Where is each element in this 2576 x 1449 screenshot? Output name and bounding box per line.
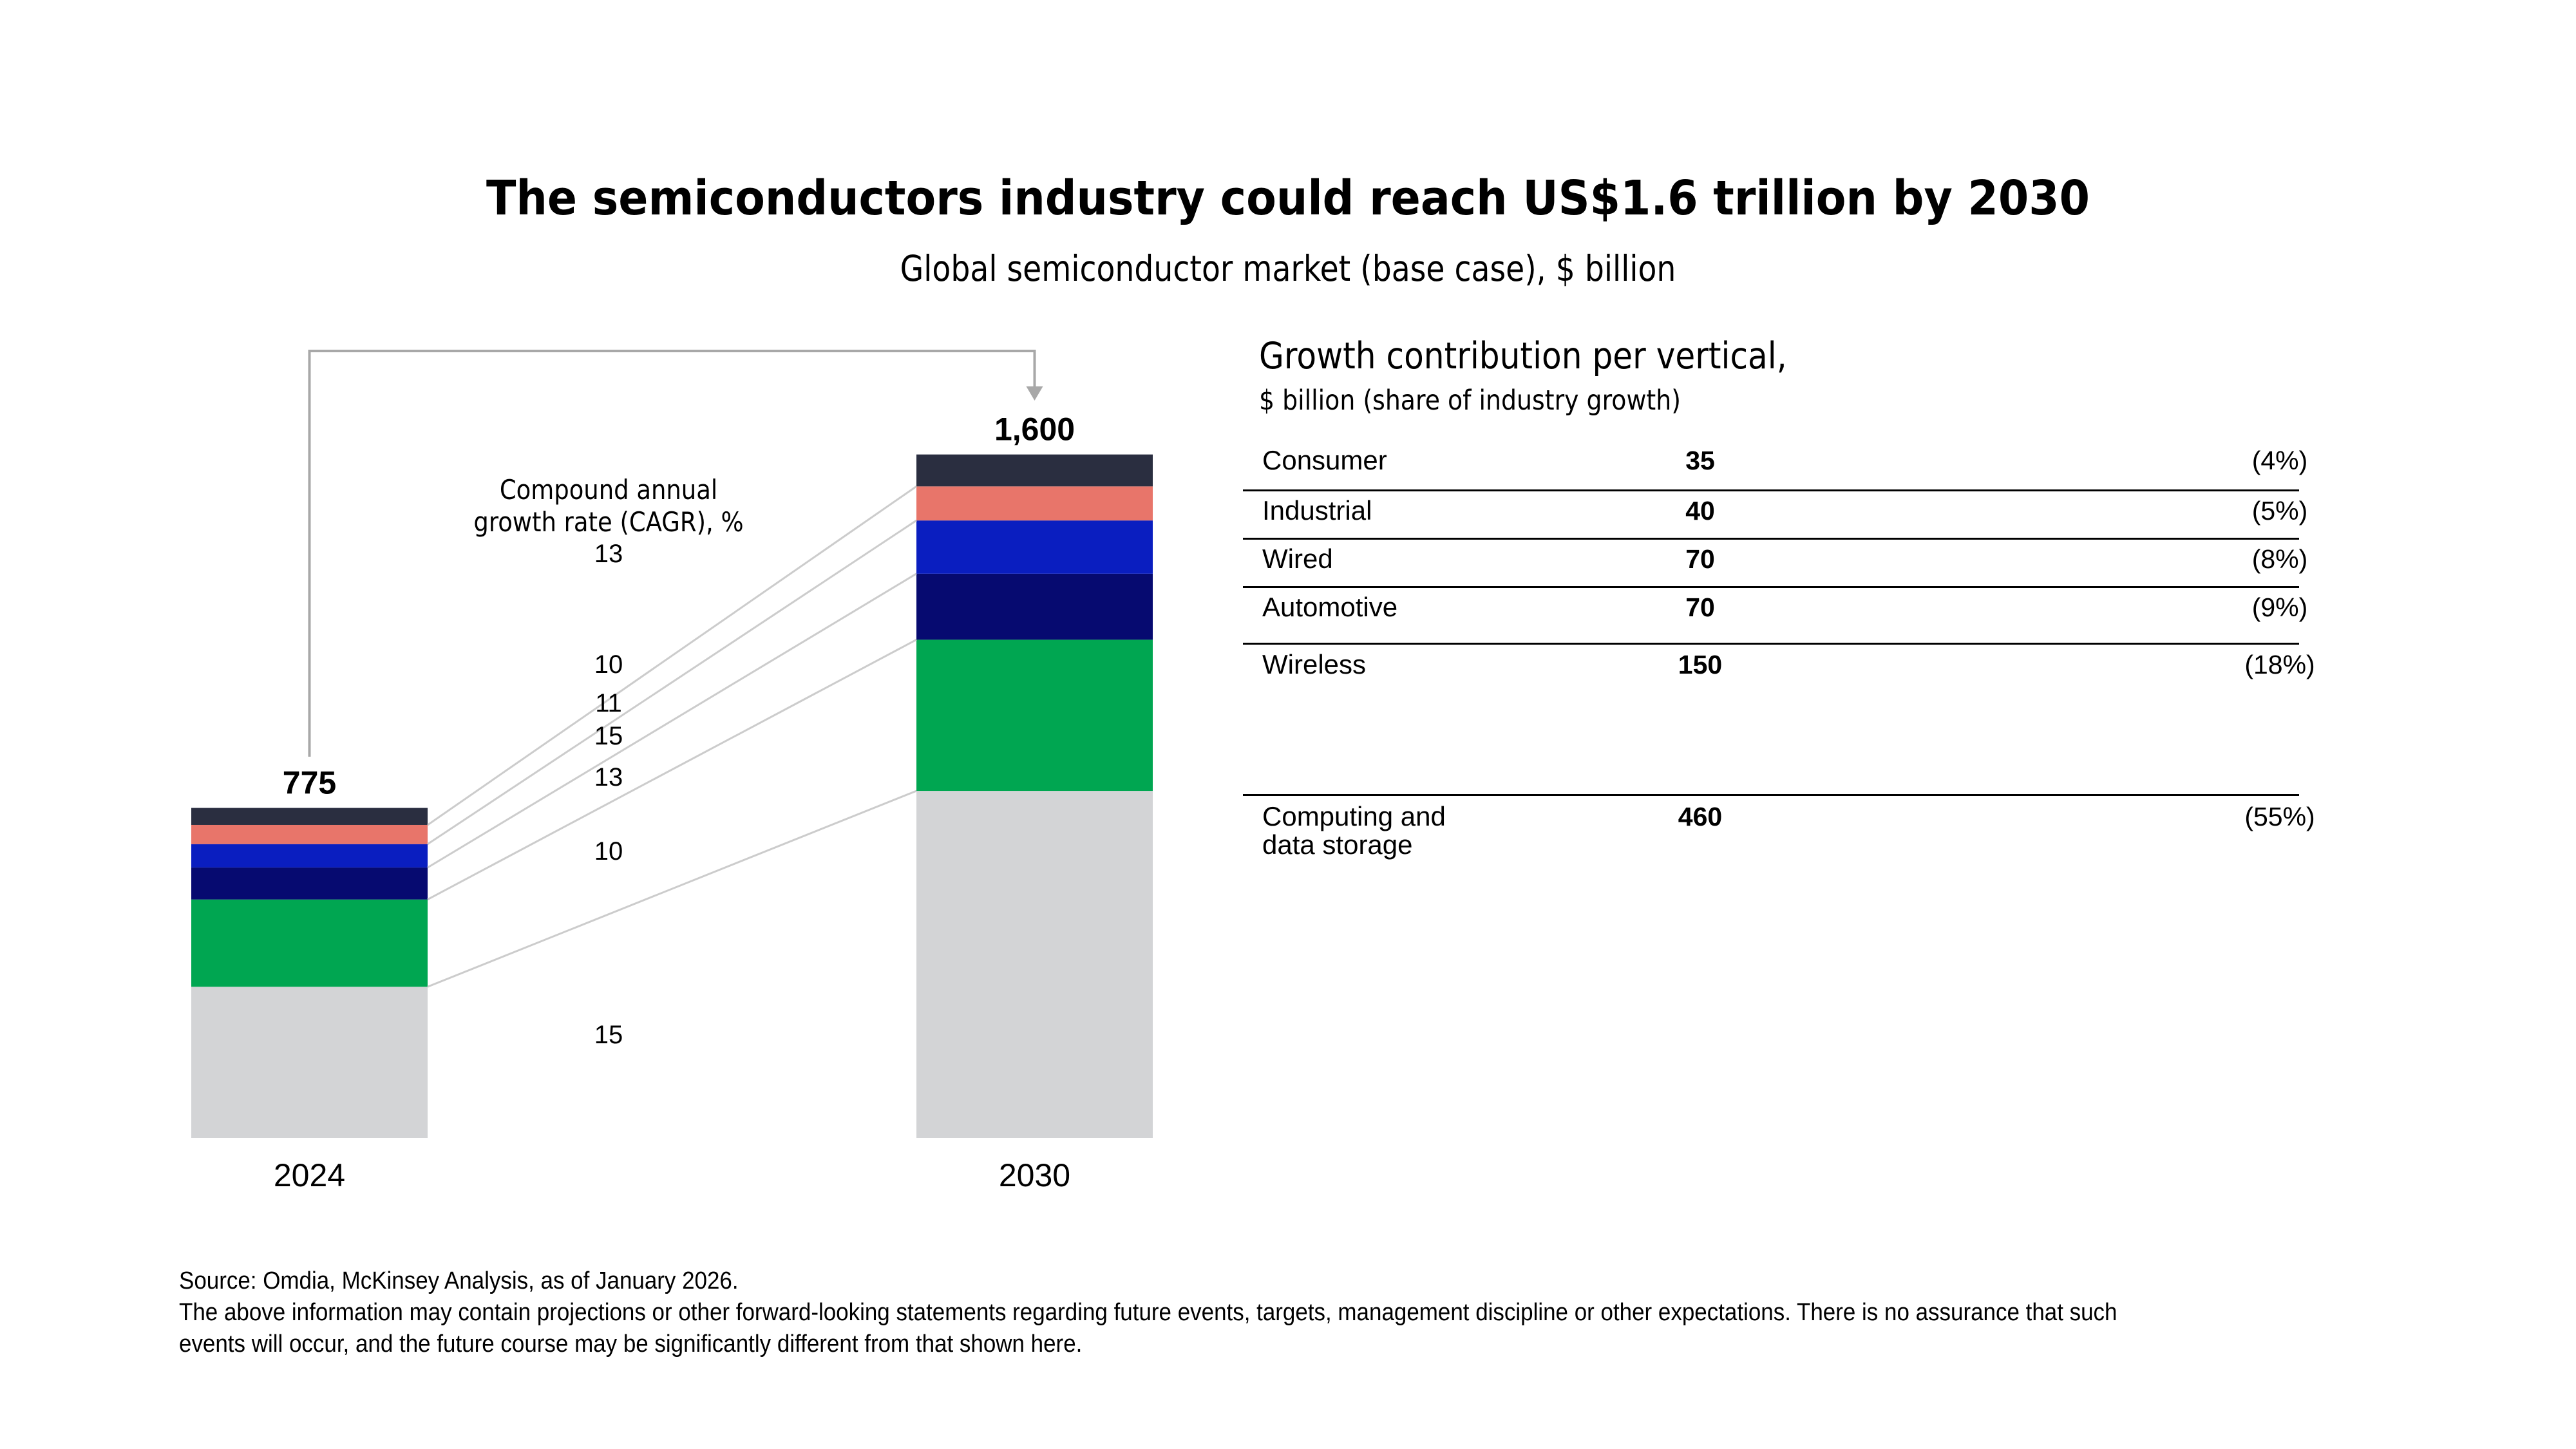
row-value-automotive: 70 — [1685, 592, 1715, 622]
table-row: Industrial 40 (5%) — [1243, 495, 2307, 535]
growth-bracket-line — [308, 350, 1036, 757]
bar-segment-industrial-2024 — [191, 824, 428, 844]
table-divider — [1243, 794, 2299, 796]
connector-line-wired — [427, 519, 917, 845]
row-name-automotive: Automotive — [1262, 592, 1398, 622]
bar-segment-computing-2024 — [191, 987, 428, 1138]
row-value-industrial: 40 — [1685, 496, 1715, 526]
row-value-consumer: 35 — [1685, 446, 1715, 475]
row-share-industrial: (5%) — [2251, 496, 2308, 526]
table-row: Computing and data storage 460 (55%) — [1243, 801, 2315, 867]
footnote: Source: Omdia, McKinsey Analysis, as of … — [179, 1265, 2407, 1360]
chart-title: The semiconductors industry could reach … — [486, 171, 2090, 226]
table-divider — [1243, 538, 2299, 540]
bar-segment-computing-2030 — [916, 791, 1153, 1138]
arrow-head-icon — [1026, 386, 1043, 401]
cagr-value: 13 — [594, 540, 623, 568]
table-row: Wired 70 (8%) — [1243, 544, 2307, 583]
row-name-consumer: Consumer — [1262, 445, 1387, 475]
total-label-2030: 1,600 — [994, 412, 1075, 448]
table-divider — [1243, 586, 2299, 588]
cagr-heading-line-1: Compound annual — [500, 475, 717, 506]
row-name-wired: Wired — [1262, 544, 1333, 574]
row-value-wireless: 150 — [1678, 650, 1723, 679]
bar-segment-automotive-2030 — [916, 573, 1153, 640]
bar-segment-consumer-2030 — [916, 454, 1153, 487]
cagr-value: 15 — [594, 1021, 623, 1049]
row-name-industrial: Industrial — [1262, 495, 1372, 526]
table-row: Automotive 70 (9%) — [1243, 592, 2307, 632]
cagr-value: 11 — [595, 689, 622, 717]
row-share-wired: (8%) — [2251, 544, 2308, 574]
table-title: Growth contribution per vertical, — [1259, 335, 1787, 377]
bar-segment-wireless-2024 — [191, 899, 428, 987]
bar-segment-wired-2030 — [916, 520, 1153, 574]
disclaimer-line-1: The above information may contain projec… — [179, 1299, 2117, 1326]
table-subtitle: $ billion (share of industry growth) — [1259, 384, 1681, 417]
table-row: Consumer 35 (4%) — [1243, 445, 2307, 485]
x-tick-label-2024: 2024 — [274, 1157, 345, 1193]
connector-line-industrial — [427, 486, 917, 826]
connector-line-automotive — [427, 573, 917, 869]
total-label-2024: 775 — [283, 765, 336, 801]
cagr-value: 13 — [594, 763, 623, 791]
disclaimer-line-2: events will occur, and the future course… — [179, 1331, 1083, 1358]
row-value-computing: 460 — [1678, 802, 1723, 831]
row-share-computing: (55%) — [2244, 802, 2315, 831]
row-share-consumer: (4%) — [2251, 446, 2308, 475]
bar-segment-wired-2024 — [191, 844, 428, 868]
row-name-wireless: Wireless — [1262, 649, 1367, 679]
chart-subtitle: Global semiconductor market (base case),… — [900, 248, 1676, 289]
connector-line-wireless — [427, 639, 917, 901]
bar-segment-consumer-2024 — [191, 808, 428, 825]
row-share-wireless: (18%) — [2244, 650, 2315, 679]
row-share-automotive: (9%) — [2251, 592, 2308, 622]
connector-line-computing — [427, 790, 917, 988]
x-tick-label-2030: 2030 — [999, 1157, 1070, 1193]
row-name-computing: Computing and data storage — [1262, 801, 1446, 860]
cagr-value: 10 — [594, 650, 623, 679]
table-row: Wireless 150 (18%) — [1243, 649, 2315, 689]
bar-segment-industrial-2030 — [916, 486, 1153, 521]
bar-segment-automotive-2024 — [191, 867, 428, 900]
table-divider — [1243, 489, 2299, 491]
source-note: Source: Omdia, McKinsey Analysis, as of … — [179, 1267, 739, 1294]
bar-segment-wireless-2030 — [916, 639, 1153, 791]
cagr-value: 15 — [594, 722, 623, 750]
cagr-value: 10 — [594, 837, 623, 866]
row-value-wired: 70 — [1685, 544, 1715, 574]
cagr-heading-line-2: growth rate (CAGR), % — [473, 507, 743, 538]
table-divider — [1243, 643, 2299, 645]
